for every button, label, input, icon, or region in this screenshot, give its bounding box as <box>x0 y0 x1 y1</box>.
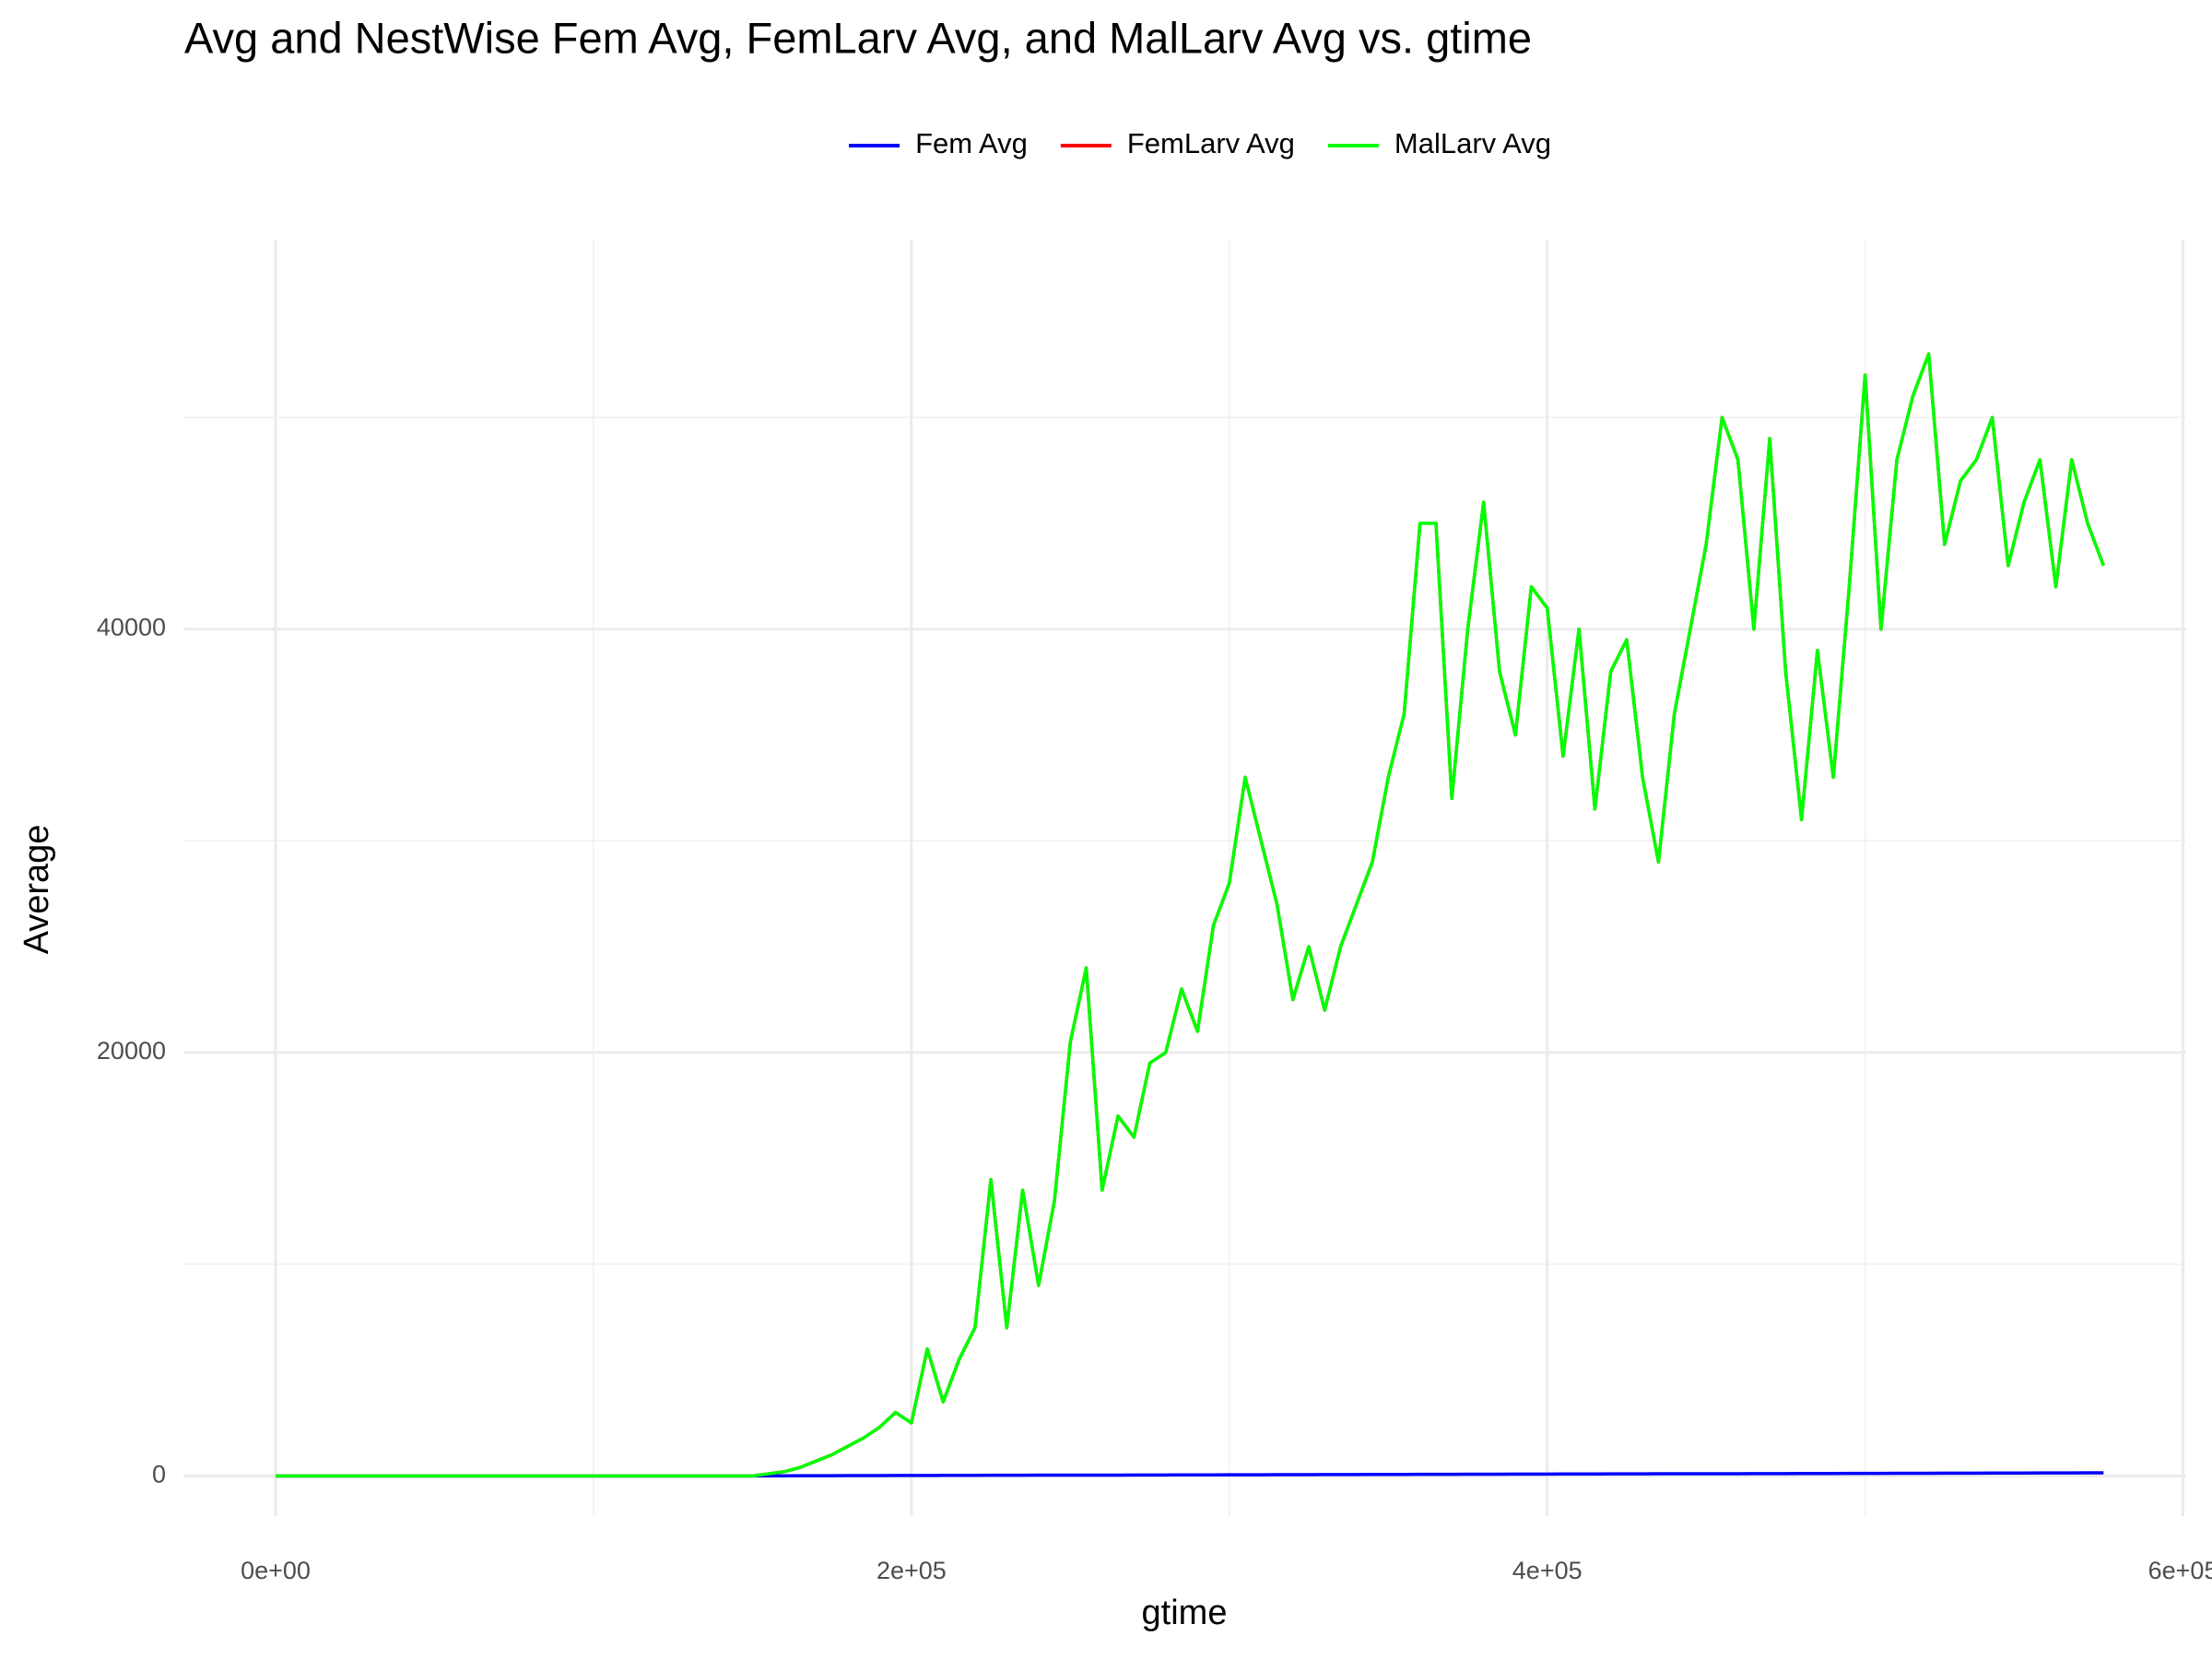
y-axis-title: Average <box>18 825 56 955</box>
legend-item: FemLarv Avg <box>1060 127 1295 159</box>
x-tick-label: 4e+05 <box>1512 1557 1583 1584</box>
legend-label: FemLarv Avg <box>1127 127 1295 159</box>
x-tick-label: 6e+05 <box>2148 1557 2212 1584</box>
x-axis-title: gtime <box>1142 1594 1228 1632</box>
series-line <box>276 352 2105 1478</box>
y-tick-label: 0 <box>152 1460 166 1488</box>
series-line <box>276 352 2105 1478</box>
grid <box>183 240 2186 1516</box>
plot-lines <box>276 352 2105 1478</box>
legend-label: Fem Avg <box>915 127 1028 159</box>
y-tick-label: 20000 <box>97 1037 166 1065</box>
legend-label: MalLarv Avg <box>1394 127 1551 159</box>
legend-item: Fem Avg <box>849 127 1028 159</box>
x-tick-label: 0e+00 <box>241 1557 311 1584</box>
y-tick-label: 40000 <box>97 614 166 641</box>
chart-title: Avg and NestWise Fem Avg, FemLarv Avg, a… <box>184 13 1532 62</box>
legend: Fem Avg FemLarv Avg MalLarv Avg <box>849 127 1551 159</box>
x-tick-label: 2e+05 <box>877 1557 947 1584</box>
legend-item: MalLarv Avg <box>1327 127 1551 159</box>
